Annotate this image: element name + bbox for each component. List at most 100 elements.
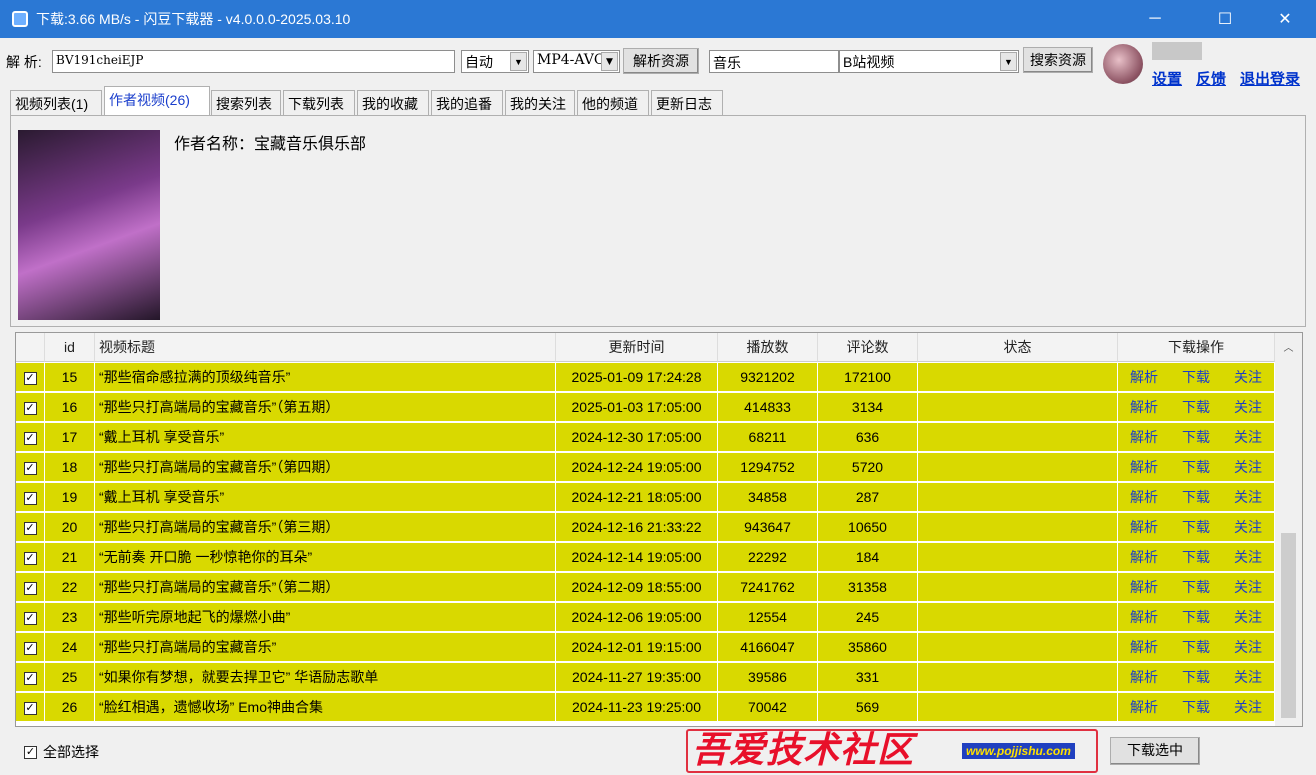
parse-link[interactable]: 解析 [1130, 609, 1158, 625]
header-title[interactable]: 视频标题 [95, 333, 556, 362]
table-row[interactable]: ✓ 26 “脸红相遇，遗憾收场” Emo神曲合集 2024-11-23 19:25:0… [16, 693, 1275, 723]
row-checkbox[interactable]: ✓ [16, 453, 45, 482]
follow-link[interactable]: 关注 [1234, 459, 1262, 475]
minimize-button[interactable]: ─ [1149, 10, 1161, 27]
download-link[interactable]: 下载 [1182, 399, 1210, 415]
header-comments[interactable]: 评论数 [818, 333, 918, 362]
follow-link[interactable]: 关注 [1234, 669, 1262, 685]
tab-5[interactable]: 我的追番 [431, 90, 503, 115]
header-plays[interactable]: 播放数 [718, 333, 818, 362]
follow-link[interactable]: 关注 [1234, 369, 1262, 385]
header-id[interactable]: id [45, 333, 95, 362]
download-link[interactable]: 下载 [1182, 549, 1210, 565]
tab-3[interactable]: 下载列表 [283, 90, 355, 115]
download-link[interactable]: 下载 [1182, 489, 1210, 505]
table-row[interactable]: ✓ 18 “那些只打高端局的宝藏音乐”（第四期） 2024-12-24 19:05:0… [16, 453, 1275, 483]
tab-6[interactable]: 我的关注 [505, 90, 575, 115]
header-actions[interactable]: 下载操作 [1118, 333, 1275, 362]
parse-link[interactable]: 解析 [1130, 399, 1158, 415]
row-actions: 解析 下载 关注 [1118, 663, 1275, 692]
tab-2[interactable]: 搜索列表 [211, 90, 281, 115]
settings-link[interactable]: 设置 [1152, 71, 1183, 88]
follow-link[interactable]: 关注 [1234, 429, 1262, 445]
parse-link[interactable]: 解析 [1130, 519, 1158, 535]
parse-link[interactable]: 解析 [1130, 489, 1158, 505]
follow-link[interactable]: 关注 [1234, 639, 1262, 655]
row-checkbox[interactable]: ✓ [16, 363, 45, 392]
parse-link[interactable]: 解析 [1130, 579, 1158, 595]
parse-link[interactable]: 解析 [1130, 369, 1158, 385]
parse-button[interactable]: 解析资源 [623, 48, 699, 74]
row-checkbox[interactable]: ✓ [16, 483, 45, 512]
follow-link[interactable]: 关注 [1234, 399, 1262, 415]
search-button[interactable]: 搜索资源 [1023, 47, 1093, 73]
follow-link[interactable]: 关注 [1234, 579, 1262, 595]
follow-link[interactable]: 关注 [1234, 519, 1262, 535]
video-table: id 视频标题 更新时间 播放数 评论数 状态 下载操作 ✓ 15 “那些宿命感拉满… [15, 332, 1303, 727]
scroll-up-icon[interactable]: ︿ [1283, 343, 1294, 354]
download-link[interactable]: 下载 [1182, 579, 1210, 595]
tab-4[interactable]: 我的收藏 [357, 90, 429, 115]
feedback-link[interactable]: 反馈 [1196, 71, 1227, 88]
tab-7[interactable]: 他的频道 [577, 90, 649, 115]
download-link[interactable]: 下载 [1182, 369, 1210, 385]
follow-link[interactable]: 关注 [1234, 489, 1262, 505]
close-button[interactable]: ✕ [1278, 11, 1292, 28]
parse-link[interactable]: 解析 [1130, 429, 1158, 445]
parse-link[interactable]: 解析 [1130, 669, 1158, 685]
table-row[interactable]: ✓ 23 “那些听完原地起飞的爆燃小曲” 2024-12-06 19:05:00 125… [16, 603, 1275, 633]
row-checkbox[interactable]: ✓ [16, 393, 45, 422]
header-check[interactable] [16, 333, 45, 362]
table-row[interactable]: ✓ 22 “那些只打高端局的宝藏音乐”（第二期） 2024-12-09 18:55:0… [16, 573, 1275, 603]
row-checkbox[interactable]: ✓ [16, 513, 45, 542]
table-row[interactable]: ✓ 16 “那些只打高端局的宝藏音乐”（第五期） 2025-01-03 17:05:0… [16, 393, 1275, 423]
search-input[interactable]: 音乐 [709, 50, 839, 73]
format-select[interactable]: MP4-AVC ▼ [533, 50, 620, 73]
download-link[interactable]: 下载 [1182, 519, 1210, 535]
quality-select[interactable]: 自动 ▼ [461, 50, 529, 73]
follow-link[interactable]: 关注 [1234, 549, 1262, 565]
row-checkbox[interactable]: ✓ [16, 663, 45, 692]
parse-link[interactable]: 解析 [1130, 699, 1158, 715]
download-link[interactable]: 下载 [1182, 669, 1210, 685]
scrollbar-thumb[interactable] [1281, 533, 1296, 718]
download-link[interactable]: 下载 [1182, 609, 1210, 625]
logout-link[interactable]: 退出登录 [1240, 71, 1301, 88]
row-checkbox[interactable]: ✓ [16, 633, 45, 662]
row-checkbox[interactable]: ✓ [16, 693, 45, 722]
follow-link[interactable]: 关注 [1234, 609, 1262, 625]
tab-8[interactable]: 更新日志 [651, 90, 723, 115]
table-row[interactable]: ✓ 24 “那些只打高端局的宝藏音乐” 2024-12-01 19:15:00 4166… [16, 633, 1275, 663]
table-row[interactable]: ✓ 17 “戴上耳机 享受音乐” 2024-12-30 17:05:00 68211 63… [16, 423, 1275, 453]
author-avatar-image [18, 130, 160, 320]
parse-link[interactable]: 解析 [1130, 459, 1158, 475]
download-link[interactable]: 下载 [1182, 699, 1210, 715]
download-link[interactable]: 下载 [1182, 459, 1210, 475]
table-row[interactable]: ✓ 25 “如果你有梦想，就要去捍卫它” 华语励志歌单 2024-11-27 19:3… [16, 663, 1275, 693]
row-checkbox[interactable]: ✓ [16, 603, 45, 632]
maximize-button[interactable]: ☐ [1217, 11, 1233, 28]
search-source-select[interactable]: B站视频 ▼ [839, 50, 1019, 73]
row-checkbox[interactable]: ✓ [16, 423, 45, 452]
table-row[interactable]: ✓ 21 “无前奏 开口脆 一秒惊艳你的耳朵” 2024-12-14 19:05:00… [16, 543, 1275, 573]
vertical-scrollbar[interactable]: ︿ [1275, 333, 1302, 726]
row-checkbox[interactable]: ✓ [16, 573, 45, 602]
parse-link[interactable]: 解析 [1130, 549, 1158, 565]
download-link[interactable]: 下载 [1182, 639, 1210, 655]
header-time[interactable]: 更新时间 [556, 333, 718, 362]
table-row[interactable]: ✓ 15 “那些宿命感拉满的顶级纯音乐” 2025-01-09 17:24:28 932… [16, 363, 1275, 393]
table-row[interactable]: ✓ 20 “那些只打高端局的宝藏音乐”（第三期） 2024-12-16 21:33:2… [16, 513, 1275, 543]
header-status[interactable]: 状态 [918, 333, 1118, 362]
download-selected-button[interactable]: 下载选中 [1110, 737, 1200, 765]
row-comments: 172100 [818, 363, 918, 392]
row-checkbox[interactable]: ✓ [16, 543, 45, 572]
select-all-checkbox[interactable]: ✓ 全部选择 [24, 742, 99, 762]
avatar[interactable] [1103, 44, 1143, 84]
tab-1[interactable]: 作者视频(26) [104, 86, 210, 116]
url-input[interactable]: BV191cheiEJP [52, 50, 455, 73]
download-link[interactable]: 下载 [1182, 429, 1210, 445]
follow-link[interactable]: 关注 [1234, 699, 1262, 715]
parse-link[interactable]: 解析 [1130, 639, 1158, 655]
tab-0[interactable]: 视频列表(1) [10, 90, 102, 115]
table-row[interactable]: ✓ 19 “戴上耳机 享受音乐” 2024-12-21 18:05:00 34858 28… [16, 483, 1275, 513]
